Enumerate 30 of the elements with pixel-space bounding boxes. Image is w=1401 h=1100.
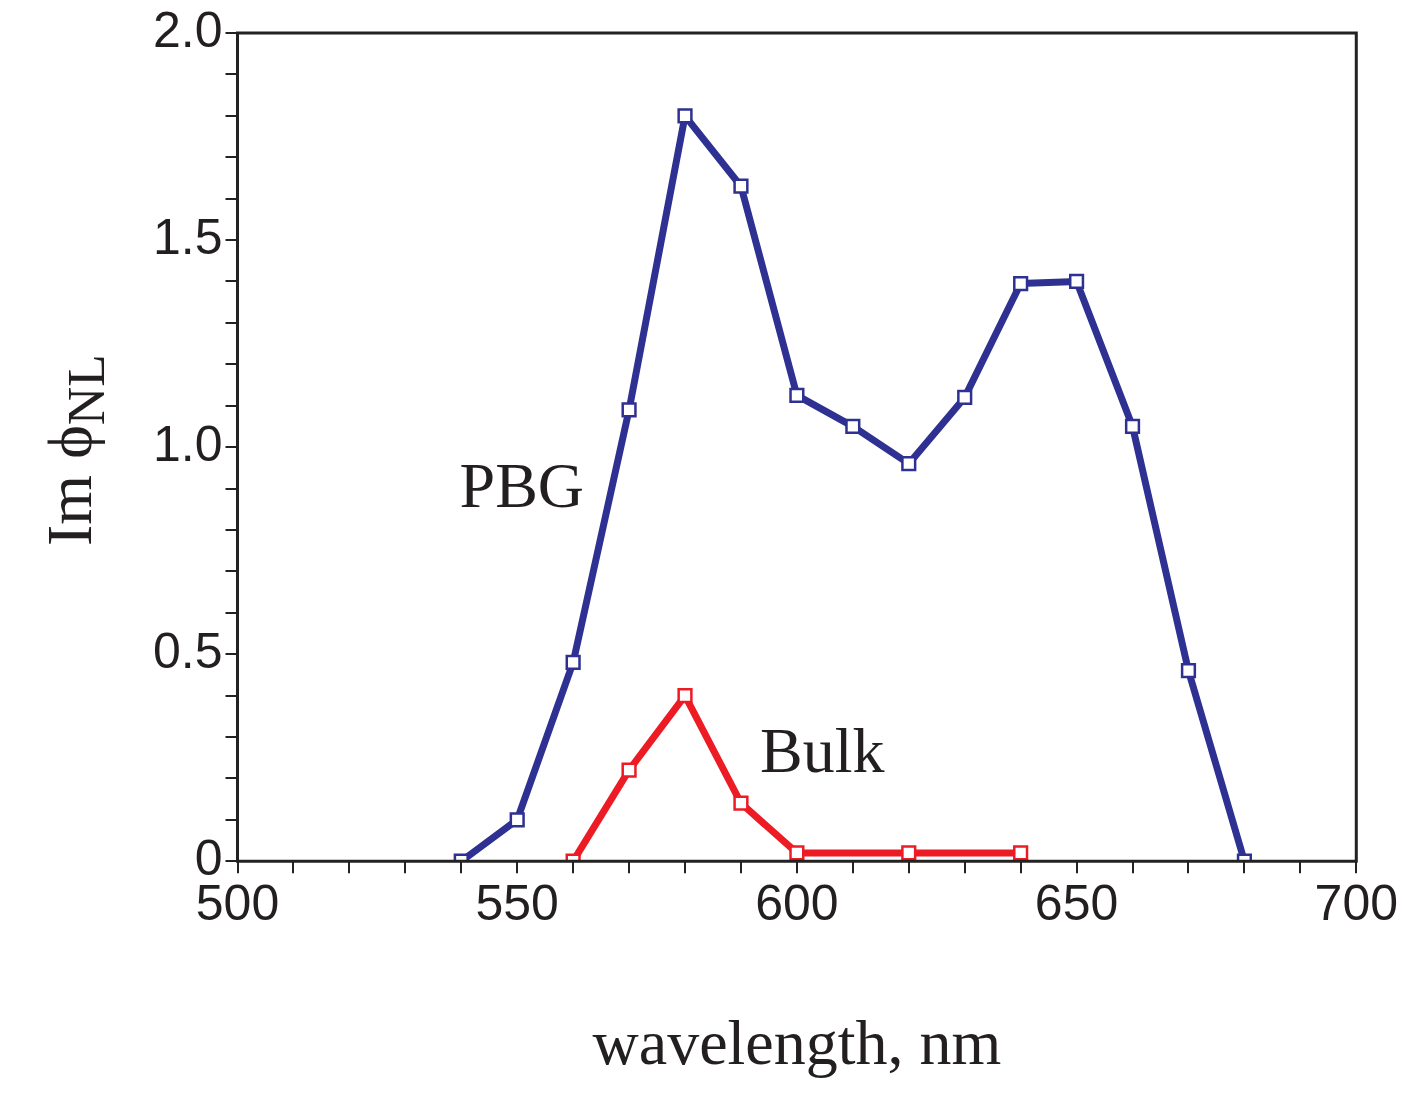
point [845, 418, 861, 435]
series-label: Bulk [760, 715, 885, 787]
x-tick-label: 650 [1034, 874, 1119, 931]
x-tick-label: 600 [755, 874, 839, 931]
point [677, 687, 693, 704]
x-axis-title: wavelength, nm [592, 1007, 1002, 1079]
point [621, 762, 637, 778]
x-tick-label: 700 [1314, 874, 1399, 931]
point [789, 845, 805, 861]
point [733, 795, 749, 811]
y-tick-label: 1.5 [152, 208, 223, 265]
point [733, 178, 749, 194]
point [509, 812, 525, 828]
point [957, 389, 973, 406]
point [1180, 663, 1197, 679]
point [677, 108, 693, 124]
point [901, 845, 917, 861]
x-tick-label: 550 [475, 874, 559, 931]
point [789, 387, 805, 403]
point [1013, 845, 1029, 861]
point [901, 456, 917, 472]
point [1124, 418, 1141, 435]
point [1068, 273, 1085, 290]
y-tick-label: 0.5 [152, 622, 223, 679]
point [1013, 275, 1029, 292]
y-tick-label: 1.0 [152, 415, 223, 472]
y-tick-label: 2.0 [152, 1, 223, 58]
point [565, 654, 581, 671]
series-label: PBG [459, 449, 585, 521]
point [621, 402, 637, 418]
